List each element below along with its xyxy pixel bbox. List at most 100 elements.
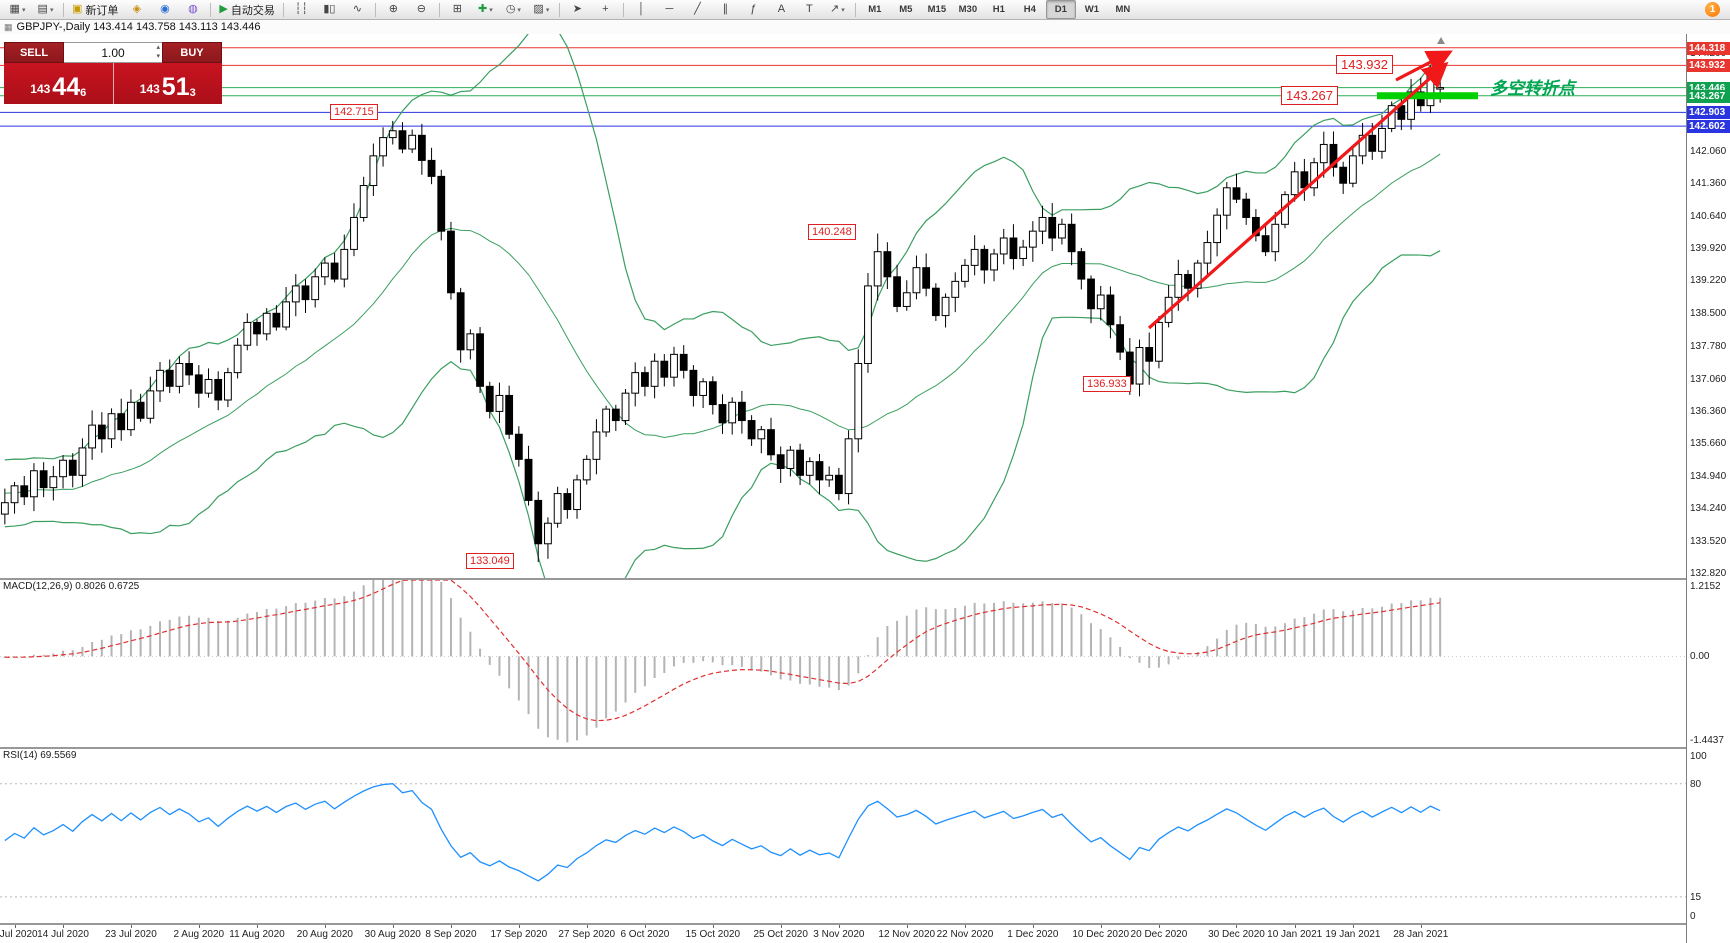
time-axis-label: 7 Jul 2020 (0, 929, 38, 940)
volume-value: 1.00 (101, 45, 125, 60)
buy-button[interactable]: BUY (162, 42, 222, 63)
timeframe-m30[interactable]: M30 (953, 0, 983, 19)
time-axis-label: 28 Jan 2021 (1393, 929, 1449, 940)
zoom-in-button-icon: ⊕ (388, 3, 398, 15)
price-annotation[interactable]: 140.248 (808, 224, 856, 240)
sell-price[interactable]: 143 44 6 (30, 73, 87, 101)
price-annotation[interactable]: 133.049 (466, 553, 514, 569)
market-watch-button-icon: ◉ (160, 3, 170, 15)
price-axis-badge: 143.267 (1687, 89, 1730, 103)
rsi-pane[interactable]: RSI(14) 69.5569 (0, 749, 1686, 923)
price-axis-label: 134.240 (1690, 502, 1727, 514)
sell-button[interactable]: SELL (4, 42, 64, 63)
indicators-button[interactable]: ✚ ▾ (472, 0, 499, 19)
buy-price[interactable]: 143 51 3 (139, 73, 196, 101)
vertical-line-button[interactable]: │ (628, 0, 655, 19)
zoom-out-button[interactable]: ⊖ (408, 0, 435, 19)
trendline-button-icon: ╱ (694, 3, 701, 15)
notification-badge[interactable]: 1 (1705, 2, 1720, 17)
macd-axis-label: -1.4437 (1690, 735, 1724, 746)
timeframe-m15[interactable]: M15 (922, 0, 952, 19)
trend-arrow[interactable] (1395, 50, 1453, 82)
timeframe-d1[interactable]: D1 (1045, 0, 1076, 19)
candlestick-chart-button[interactable]: ▮▯ (316, 0, 343, 19)
toolbar-separator (282, 2, 284, 17)
time-axis-label: 14 Jul 2020 (37, 929, 89, 940)
macd-chart (0, 580, 1686, 743)
new-order-button[interactable]: ▣ 新订单 (68, 0, 122, 19)
chart-shift-marker[interactable] (1437, 37, 1445, 44)
price-axis-label: 137.780 (1690, 341, 1727, 353)
new-chart-button-icon: ▦ (9, 3, 20, 15)
timeframe-w1[interactable]: W1 (1077, 0, 1107, 19)
autotrading-button[interactable]: ▶ 自动交易 (215, 0, 278, 19)
new-order-button-label: 新订单 (85, 4, 119, 17)
trendline-button[interactable]: ╱ (684, 0, 711, 19)
timeframe-m5[interactable]: M5 (891, 0, 921, 19)
time-axis-label: 11 Aug 2020 (229, 929, 285, 940)
price-annotation[interactable]: 143.267 (1281, 86, 1338, 105)
timeframe-m15-label: M15 (927, 4, 947, 15)
timeframe-h1[interactable]: H1 (984, 0, 1014, 19)
time-axis-tick (1158, 925, 1160, 928)
zoom-out-button-icon: ⊖ (416, 3, 426, 15)
zoom-in-button[interactable]: ⊕ (380, 0, 407, 19)
volume-down-button[interactable]: ▾ (156, 53, 160, 60)
price-axis[interactable]: 144.200142.060141.360140.640139.920139.2… (1686, 34, 1730, 943)
bar-chart-button[interactable]: ┆┆ (288, 0, 315, 19)
price-annotation[interactable]: 143.932 (1336, 55, 1393, 74)
templates-button-caret-icon: ▾ (545, 6, 550, 14)
tile-windows-button[interactable]: ⊞ (444, 0, 471, 19)
metaeditor-button-icon: ◈ (132, 3, 142, 15)
price-annotation[interactable]: 136.933 (1083, 376, 1131, 392)
time-axis-tick (586, 925, 588, 928)
time-axis-tick (256, 925, 258, 928)
cursor-button[interactable]: ➤ (564, 0, 591, 19)
periods-button[interactable]: ◷ ▾ (500, 0, 527, 19)
line-chart-button-icon: ∿ (352, 3, 362, 15)
trend-arrow[interactable] (1147, 61, 1449, 330)
timeframe-h4[interactable]: H4 (1015, 0, 1045, 19)
time-axis-label: 2 Aug 2020 (173, 929, 225, 940)
turning-point-label[interactable]: 多空转折点 (1490, 79, 1575, 98)
toolbar-separator (63, 2, 64, 17)
label-button[interactable]: T (796, 0, 823, 19)
chart-title: GBPJPY-,Daily 143.414 143.758 143.113 14… (16, 21, 261, 33)
time-axis-label: 20 Dec 2020 (1130, 929, 1188, 940)
signals-button[interactable]: ◍ (179, 0, 206, 19)
price-axis-badge: 143.932 (1687, 59, 1730, 73)
metaeditor-button[interactable]: ◈ (123, 0, 150, 19)
candlestick-chart-button-icon: ▮▯ (323, 3, 336, 15)
fibonacci-button[interactable]: ƒ (740, 0, 767, 19)
horizontal-line-button-icon: ─ (665, 3, 674, 15)
pane-separator[interactable] (0, 578, 1730, 580)
main-chart-pane[interactable]: 142.715 140.248 136.933 133.049 143.932 143.2… (0, 34, 1686, 578)
time-axis-label: 1 Dec 2020 (1007, 929, 1059, 940)
text-button[interactable]: A (768, 0, 795, 19)
templates-button[interactable]: ▨ ▾ (528, 0, 555, 19)
horizontal-line-button[interactable]: ─ (656, 0, 683, 19)
price-axis-label: 140.640 (1690, 210, 1727, 222)
market-watch-button[interactable]: ◉ (151, 0, 178, 19)
macd-pane[interactable]: MACD(12,26,9) 0.8026 0.6725 (0, 580, 1686, 747)
volume-input[interactable]: 1.00 ▴ ▾ (64, 42, 162, 63)
bollinger-lower-band (4, 250, 1441, 578)
pane-separator[interactable] (0, 747, 1730, 749)
line-chart-button[interactable]: ∿ (344, 0, 371, 19)
bar-chart-button-icon: ┆┆ (294, 3, 308, 15)
timeframe-m1[interactable]: M1 (860, 0, 890, 19)
time-axis-label: 8 Sep 2020 (425, 929, 477, 940)
timeframe-m1-label: M1 (868, 4, 882, 15)
new-chart-button[interactable]: ▦ ▾ (4, 0, 31, 19)
price-annotation[interactable]: 142.715 (330, 104, 378, 120)
profiles-button[interactable]: ▤ ▾ (32, 0, 59, 19)
signals-button-icon: ◍ (188, 3, 198, 15)
arrows-button[interactable]: ↗ ▾ (824, 0, 851, 19)
price-lines-layer[interactable] (0, 47, 1686, 127)
volume-up-button[interactable]: ▴ (156, 44, 160, 51)
channel-button[interactable]: ∥ (712, 0, 739, 19)
pane-separator[interactable] (0, 923, 1730, 925)
timeframe-mn[interactable]: MN (1108, 0, 1138, 19)
crosshair-button[interactable]: + (592, 0, 619, 19)
